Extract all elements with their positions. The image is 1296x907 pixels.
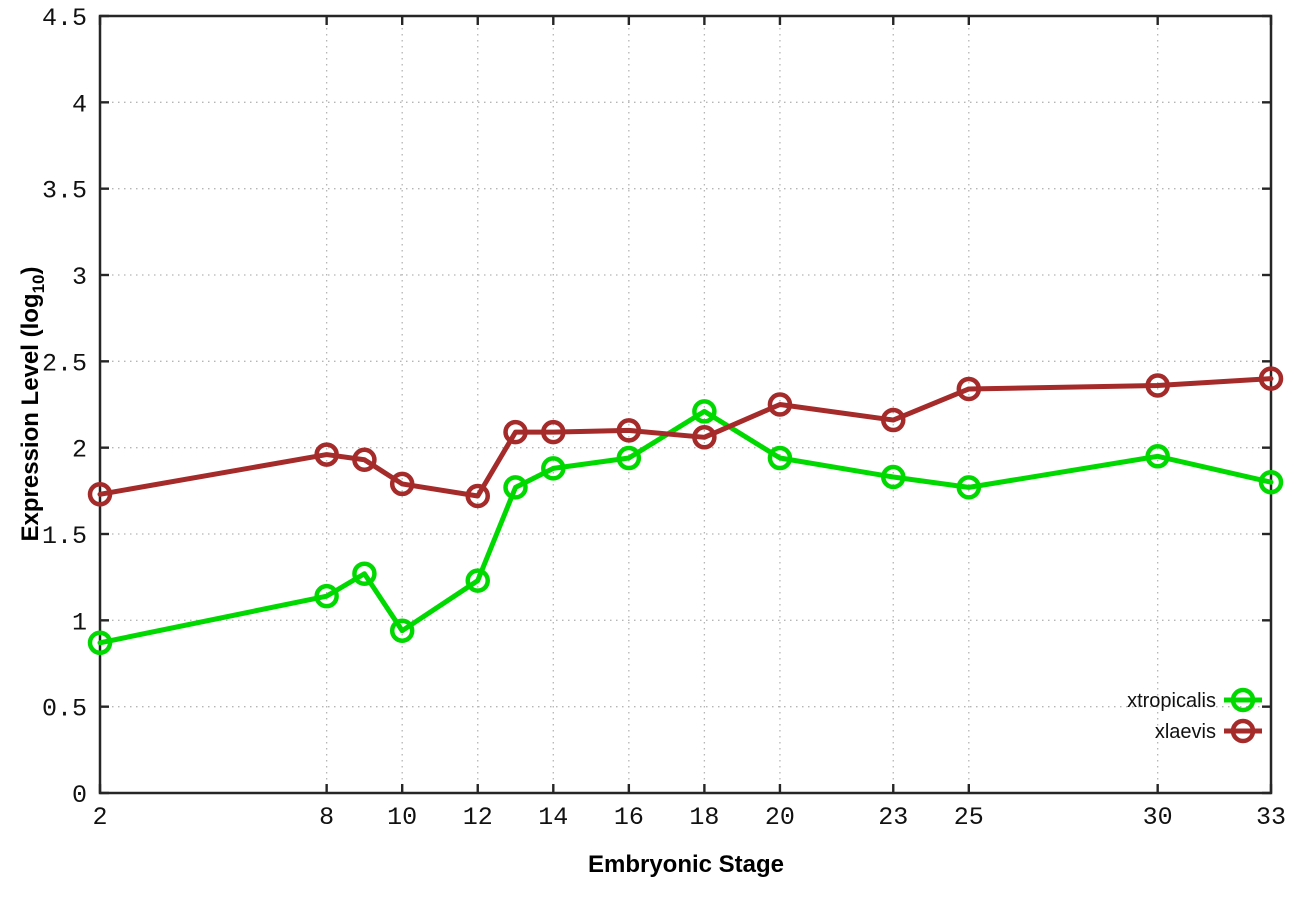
data-point-xtropicalis (465, 568, 490, 593)
x-tick-label: 25 (954, 803, 984, 832)
data-point-xtropicalis (767, 445, 793, 471)
y-tick-label: 0.5 (42, 695, 87, 724)
y-tick-label: 4.5 (42, 4, 87, 33)
y-tick-label: 3 (72, 263, 87, 292)
data-point-xtropicalis (1145, 444, 1170, 469)
y-tick-label: 0 (72, 781, 87, 810)
data-point-xtropicalis (503, 475, 528, 500)
data-point-xtropicalis (541, 456, 566, 481)
data-point-xtropicalis (616, 445, 642, 471)
data-point-xtropicalis (314, 583, 339, 609)
y-tick-label: 1.5 (42, 522, 87, 551)
data-point-xlaevis (1145, 373, 1170, 398)
y-axis-title: Expression Level (log10) (17, 267, 49, 542)
plot-border (98, 14, 1273, 795)
y-axis-title-text: Expression Level (log (17, 293, 44, 542)
y-axis-title-close: ) (17, 266, 44, 275)
data-point-xlaevis (692, 425, 717, 450)
x-tick-label: 2 (92, 803, 107, 832)
data-point-xtropicalis (352, 561, 377, 586)
x-tick-label: 23 (878, 803, 908, 832)
y-axis-title-subscript: 10 (29, 274, 48, 294)
x-tick-label: 10 (387, 803, 417, 832)
data-point-xlaevis (314, 442, 339, 467)
data-point-xlaevis (465, 483, 490, 509)
data-point-xlaevis (1258, 366, 1284, 391)
data-point-xlaevis (956, 376, 982, 402)
x-tick-label: 20 (765, 803, 795, 832)
x-tick-label: 16 (614, 803, 644, 832)
legend-marker-xtropicalis (1230, 687, 1256, 713)
data-point-xtropicalis (87, 630, 113, 656)
data-point-xlaevis (389, 471, 415, 497)
data-point-xlaevis (87, 482, 113, 507)
data-point-xlaevis (881, 407, 906, 433)
x-tick-label: 33 (1256, 803, 1286, 832)
x-tick-label: 12 (463, 803, 493, 832)
data-point-xlaevis (352, 447, 377, 473)
data-point-xtropicalis (692, 399, 717, 424)
y-tick-label: 2.5 (42, 349, 87, 378)
x-tick-label: 30 (1143, 803, 1173, 832)
x-tick-label: 14 (538, 803, 568, 832)
data-point-xtropicalis (389, 618, 415, 643)
x-axis-title: Embryonic Stage (587, 851, 785, 878)
x-tick-label: 8 (319, 803, 334, 832)
y-tick-label: 1 (72, 608, 87, 637)
y-tick-label: 3.5 (42, 177, 87, 206)
series-line-xtropicalis (97, 408, 1274, 646)
data-point-xtropicalis (956, 475, 982, 500)
y-tick-label: 4 (72, 90, 87, 119)
data-point-xlaevis (503, 419, 528, 445)
data-point-xlaevis (767, 392, 793, 417)
x-tick-label: 18 (689, 803, 719, 832)
data-point-xlaevis (541, 419, 566, 445)
series-line-xlaevis (97, 376, 1274, 499)
legend-label-xlaevis: xlaevis (1155, 721, 1216, 743)
data-point-xlaevis (616, 418, 642, 443)
legend-label-xtropicalis: xtropicalis (1127, 690, 1216, 712)
legend-marker-xlaevis (1230, 718, 1256, 744)
data-point-xtropicalis (1258, 469, 1284, 495)
y-tick-label: 2 (72, 436, 87, 465)
data-point-xtropicalis (881, 464, 906, 490)
